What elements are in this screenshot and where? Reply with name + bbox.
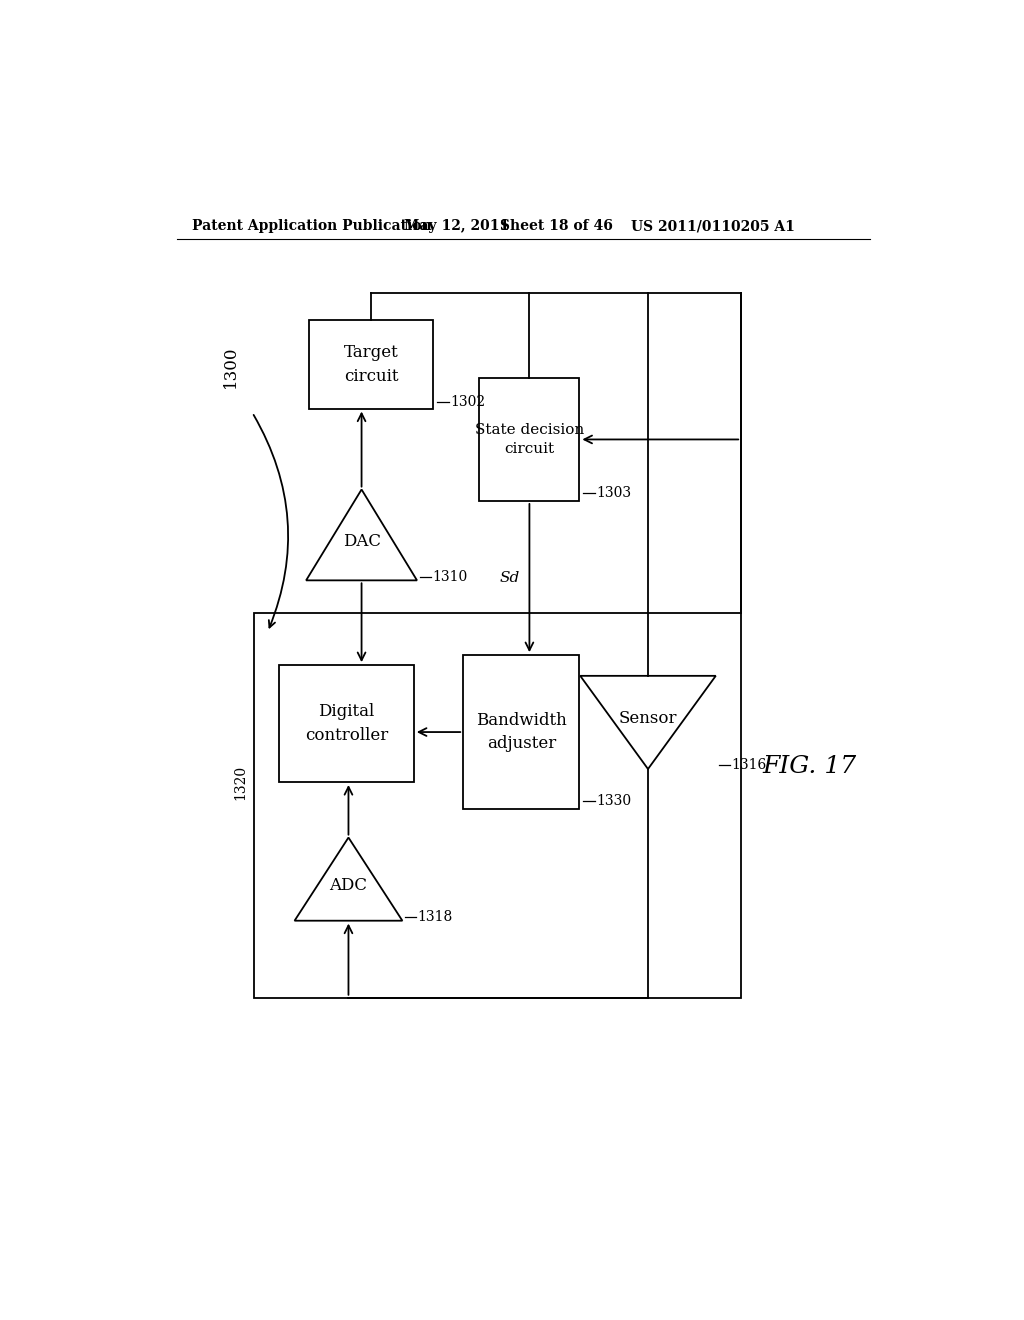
Text: 1310: 1310 (432, 569, 468, 583)
Text: State decision
circuit: State decision circuit (475, 424, 584, 455)
Text: US 2011/0110205 A1: US 2011/0110205 A1 (631, 219, 795, 234)
Text: Bandwidth
adjuster: Bandwidth adjuster (476, 711, 566, 752)
Text: 1303: 1303 (596, 486, 632, 500)
Text: Sd: Sd (500, 572, 520, 585)
Text: 1318: 1318 (418, 909, 453, 924)
Text: 1316: 1316 (731, 758, 766, 772)
Text: May 12, 2011: May 12, 2011 (403, 219, 509, 234)
Text: ADC: ADC (330, 876, 368, 894)
Text: FIG. 17: FIG. 17 (762, 755, 856, 779)
Text: 1320: 1320 (233, 764, 248, 800)
Text: DAC: DAC (343, 532, 381, 549)
Text: 1302: 1302 (451, 396, 485, 409)
Text: Digital
controller: Digital controller (305, 704, 388, 744)
Text: Target
circuit: Target circuit (344, 345, 398, 384)
Text: Sensor: Sensor (618, 710, 677, 727)
Text: Patent Application Publication: Patent Application Publication (193, 219, 432, 234)
Text: 1330: 1330 (596, 795, 632, 808)
Text: 1300: 1300 (222, 345, 240, 388)
Text: Sheet 18 of 46: Sheet 18 of 46 (500, 219, 613, 234)
